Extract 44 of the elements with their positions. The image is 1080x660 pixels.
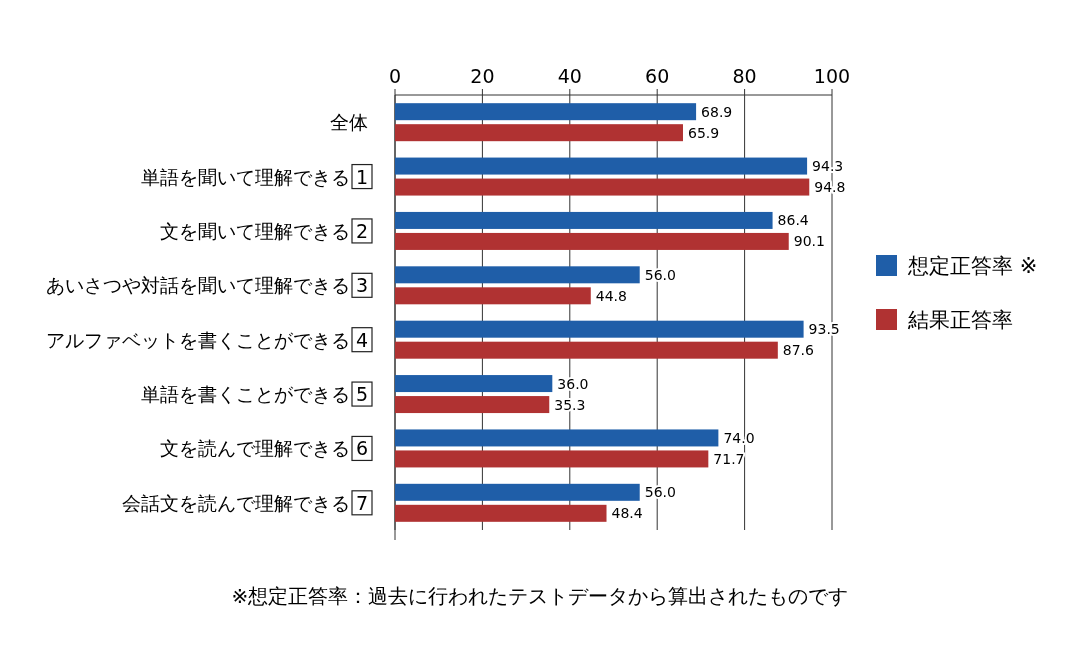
bar [395,483,640,501]
bar [395,450,709,468]
x-tick-label: 100 [813,65,851,87]
bar [395,211,773,229]
bar [395,287,591,305]
bar [395,157,808,175]
legend-label: 想定正答率 ※ [907,254,1038,278]
data-label: 48.4 [611,505,643,522]
bar [395,504,607,522]
data-label: 71.7 [713,450,745,467]
x-tick-label: 60 [645,65,670,87]
y-tick-label: 会話文を読んで理解できる 7 [121,491,368,514]
bar [395,429,719,447]
bar [395,232,789,250]
y-tick-label: あいさつや対話を聞いて理解できる 3 [45,274,368,297]
bar [395,396,550,414]
y-tick-label: アルファベットを書くことができる 4 [45,328,368,351]
bar [395,103,697,121]
bar [395,178,810,196]
bar [395,320,804,338]
text: ※想定正答率：過去に行われたテストデータから算出されたものです [231,584,849,608]
y-tick-label: 文を読んで理解できる 6 [159,437,368,460]
legend-label: 結果正答率 [907,308,1013,332]
bar [395,341,778,359]
y-tick-label: 全体 [330,111,368,134]
x-tick-label: 20 [470,65,495,87]
bar [395,124,683,142]
data-label: 94.8 [814,179,846,196]
bar [395,375,553,393]
y-tick-label: 単語を聞いて理解できる 1 [140,165,368,188]
x-tick-label: 80 [732,65,757,87]
data-label: 93.5 [808,321,840,338]
data-label: 44.8 [595,287,627,304]
y-tick-label: 単語を書くことができる 5 [140,383,368,406]
x-tick-label: 40 [557,65,582,87]
data-label: 86.4 [777,212,809,229]
data-label: 94.3 [812,158,844,175]
y-tick-label: 文を聞いて理解できる 2 [159,219,368,242]
data-label: 68.9 [701,103,733,120]
data-label: 87.6 [782,342,815,359]
x-tick-label: 0 [388,65,402,87]
data-label: 90.1 [793,233,825,250]
data-label: 65.9 [687,124,720,141]
bar [395,266,640,284]
